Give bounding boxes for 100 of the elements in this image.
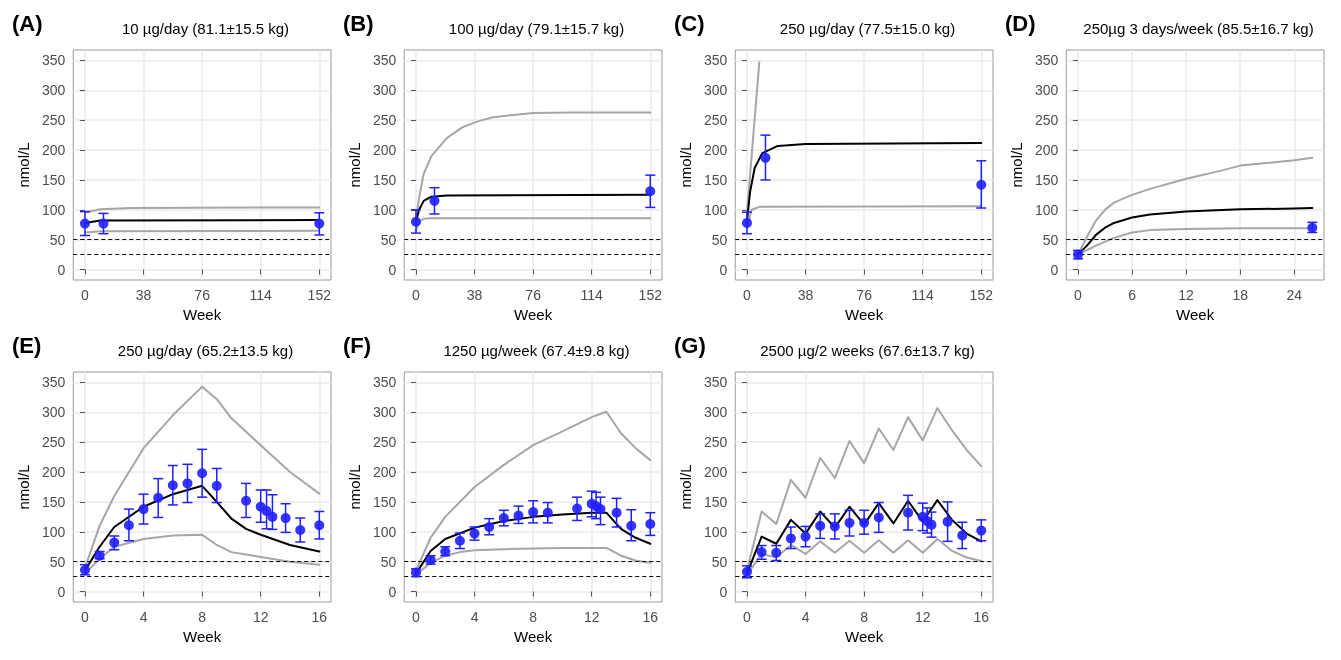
x-tick-label: 12	[1178, 287, 1195, 303]
y-tick-label: 250	[372, 434, 397, 451]
x-tick-label: 114	[911, 287, 935, 303]
y-tick-label: 100	[1034, 201, 1059, 218]
y-tick-label: 0	[388, 261, 397, 278]
y-tick-label: 300	[703, 404, 728, 421]
text: (C)	[674, 10, 705, 36]
y-tick-label: 200	[41, 464, 66, 481]
y-tick-label: 250	[703, 434, 728, 451]
y-tick-label: 200	[372, 142, 397, 159]
x-tick-label: 8	[529, 609, 538, 625]
chart-title: 100 µg/day (79.1±15.7 kg)	[448, 20, 625, 37]
chart-title: 250 µg/day (77.5±15.0 kg)	[779, 20, 956, 37]
y-axis-title: nmol/L	[1008, 142, 1025, 188]
y-tick-label: 250	[41, 112, 66, 129]
x-tick-label: 0	[81, 609, 90, 625]
x-tick-label: 12	[583, 609, 600, 625]
y-tick-label: 50	[49, 553, 66, 570]
x-tick-label: 76	[525, 287, 542, 303]
y-tick-label: 150	[703, 171, 728, 188]
y-tick-label: 0	[57, 261, 66, 278]
x-tick-label: 18	[1232, 287, 1249, 303]
x-tick-label: 0	[412, 609, 421, 625]
y-tick-label: 300	[372, 404, 397, 421]
x-axis-title: Week	[514, 627, 553, 645]
x-axis-title: Week	[183, 627, 222, 645]
text: (A)	[12, 10, 43, 36]
x-tick-label: 38	[797, 287, 814, 303]
y-tick-label: 150	[372, 493, 397, 510]
y-tick-label: 150	[41, 493, 66, 510]
x-tick-label: 0	[743, 609, 752, 625]
x-tick-label: 6	[1128, 287, 1137, 303]
x-tick-label: 114	[580, 287, 604, 303]
y-tick-label: 250	[41, 434, 66, 451]
x-tick-label: 8	[860, 609, 869, 625]
text: (B)	[343, 10, 374, 36]
x-tick-label: 16	[311, 609, 328, 625]
x-tick-label: 24	[1286, 287, 1303, 303]
text: (D)	[1005, 10, 1036, 36]
y-tick-label: 50	[1042, 231, 1059, 248]
y-tick-label: 350	[41, 52, 66, 69]
x-tick-label: 4	[470, 609, 479, 625]
x-tick-label: 4	[801, 609, 810, 625]
x-tick-label: 8	[198, 609, 207, 625]
y-tick-label: 50	[711, 553, 728, 570]
y-tick-label: 200	[703, 142, 728, 159]
x-tick-label: 12	[914, 609, 931, 625]
x-axis-title: Week	[183, 305, 222, 323]
y-tick-label: 0	[388, 583, 397, 600]
x-tick-label: 152	[969, 287, 994, 303]
x-tick-label: 152	[638, 287, 663, 303]
x-axis-title: Week	[514, 305, 553, 323]
y-tick-label: 350	[703, 52, 728, 69]
y-tick-label: 200	[372, 464, 397, 481]
y-tick-label: 300	[41, 82, 66, 99]
y-tick-label: 0	[719, 583, 728, 600]
y-axis-title: nmol/L	[677, 142, 694, 188]
y-tick-label: 100	[703, 523, 728, 540]
x-tick-label: 76	[194, 287, 211, 303]
chart-title: 1250 µg/week (67.4±9.8 kg)	[443, 342, 630, 359]
x-tick-label: 16	[642, 609, 659, 625]
y-tick-label: 100	[372, 201, 397, 218]
y-tick-label: 300	[703, 82, 728, 99]
y-tick-label: 350	[372, 374, 397, 391]
x-tick-label: 12	[252, 609, 269, 625]
x-tick-label: 0	[1074, 287, 1083, 303]
y-tick-label: 300	[1034, 82, 1059, 99]
y-tick-label: 100	[703, 201, 728, 218]
x-tick-label: 152	[307, 287, 332, 303]
chart-title: 10 µg/day (81.1±15.5 kg)	[122, 20, 289, 37]
x-tick-label: 0	[81, 287, 90, 303]
chart-title: 250µg 3 days/week (85.5±16.7 kg)	[1083, 20, 1314, 37]
y-tick-label: 50	[380, 553, 397, 570]
x-tick-label: 16	[973, 609, 990, 625]
y-tick-label: 300	[41, 404, 66, 421]
y-tick-label: 350	[1034, 52, 1059, 69]
y-tick-label: 350	[372, 52, 397, 69]
x-tick-label: 38	[466, 287, 483, 303]
x-axis-title: Week	[845, 627, 884, 645]
y-tick-label: 150	[1034, 171, 1059, 188]
text: (E)	[12, 332, 42, 358]
text: (F)	[343, 332, 372, 358]
y-tick-label: 200	[1034, 142, 1059, 159]
x-tick-label: 76	[856, 287, 873, 303]
y-tick-label: 0	[57, 583, 66, 600]
y-tick-label: 350	[41, 374, 66, 391]
y-axis-title: nmol/L	[346, 464, 363, 510]
y-axis-title: nmol/L	[15, 464, 32, 510]
x-axis-title: Week	[1176, 305, 1215, 323]
x-tick-label: 4	[139, 609, 148, 625]
chart-title: 250 µg/day (65.2±13.5 kg)	[117, 342, 294, 359]
y-tick-label: 250	[372, 112, 397, 129]
y-tick-label: 50	[711, 231, 728, 248]
y-tick-label: 150	[703, 493, 728, 510]
x-tick-label: 114	[249, 287, 273, 303]
y-tick-label: 50	[380, 231, 397, 248]
x-tick-label: 0	[412, 287, 421, 303]
y-tick-label: 250	[1034, 112, 1059, 129]
y-tick-label: 100	[372, 523, 397, 540]
chart-title: 2500 µg/2 weeks (67.6±13.7 kg)	[760, 342, 975, 359]
